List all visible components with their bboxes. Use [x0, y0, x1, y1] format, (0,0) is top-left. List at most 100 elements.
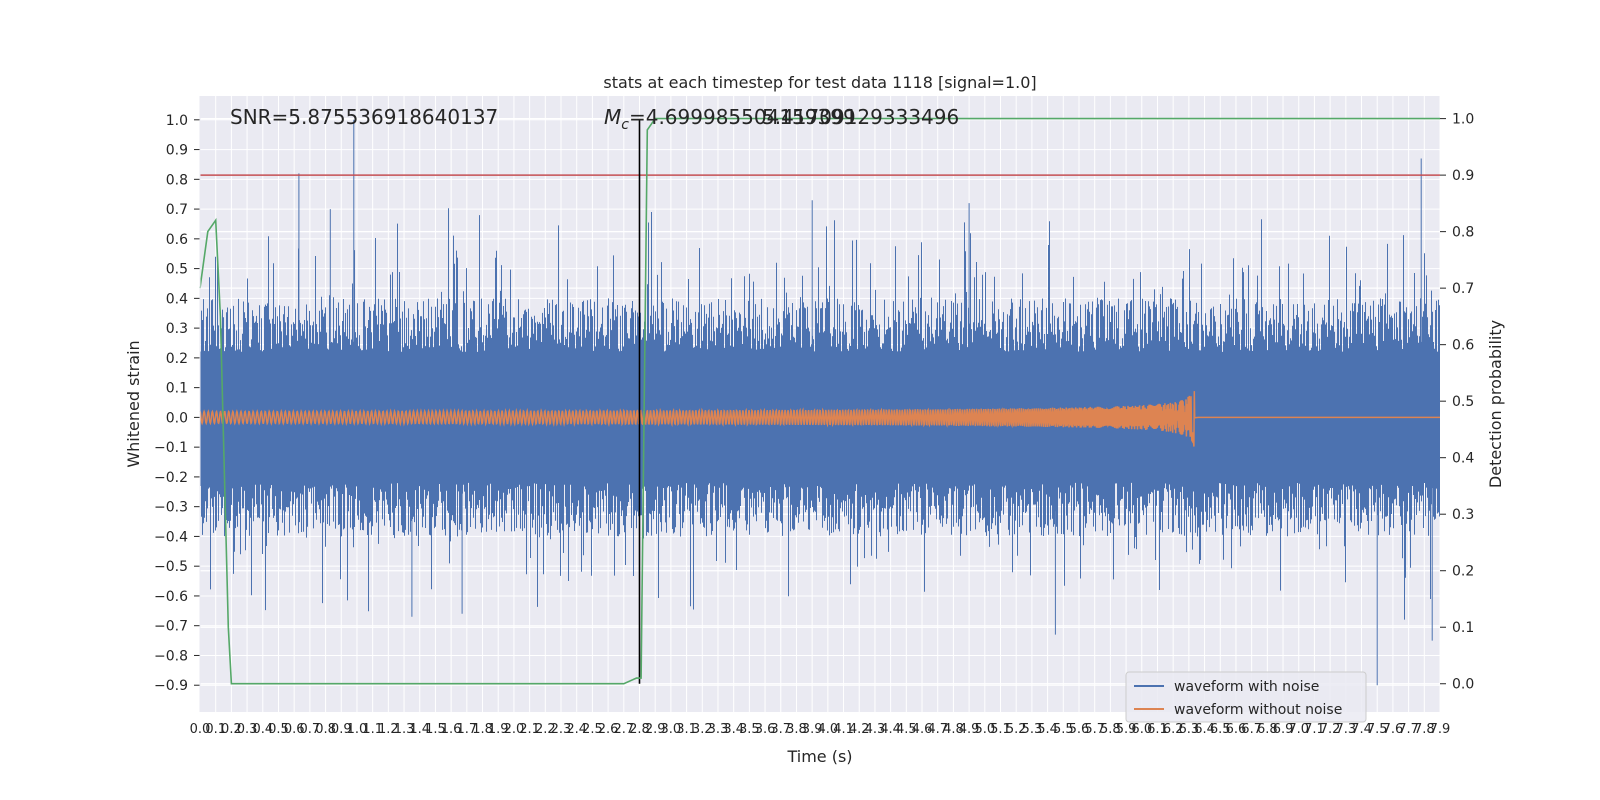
y-tick-label: −0.3 — [154, 500, 188, 516]
x-tick-label: 3.7 — [770, 722, 791, 737]
x-tick-label: 6.3 — [1179, 722, 1200, 737]
x-tick-label: 6.7 — [1241, 722, 1262, 737]
legend: waveform with noise waveform without noi… — [1125, 671, 1367, 723]
x-tick-label: 5.8 — [1100, 722, 1121, 737]
x-tick-label: 7.4 — [1351, 722, 1372, 737]
y-tick-label: −0.9 — [154, 678, 188, 694]
legend-label-clean: waveform without noise — [1174, 702, 1342, 718]
y-tick-label: 0.8 — [166, 172, 188, 188]
x-tick-label: 5.3 — [1022, 722, 1043, 737]
y-tick-label: 0.5 — [166, 262, 188, 278]
x-tick-label: 3.8 — [786, 722, 807, 737]
chirp-mass-value: =4.699985504159399 — [629, 105, 856, 129]
x-tick-label: 1.7 — [456, 722, 477, 737]
x-tick-label: 1.1 — [362, 722, 383, 737]
x-tick-label: 4.6 — [912, 722, 933, 737]
x-tick-label: 4.7 — [927, 722, 948, 737]
x-tick-label: 6.0 — [1131, 722, 1152, 737]
x-tick-label: 0.1 — [205, 722, 226, 737]
x-tick-label: 0.6 — [284, 722, 305, 737]
y-tick-label: 0.3 — [166, 321, 188, 337]
x-tick-label: 4.0 — [818, 722, 839, 737]
y2-tick-label: 0.0 — [1452, 677, 1474, 693]
x-tick-label: 6.8 — [1257, 722, 1278, 737]
x-tick-label: 7.5 — [1367, 722, 1388, 737]
y-tick-label: −0.1 — [154, 440, 188, 456]
x-tick-label: 7.7 — [1398, 722, 1419, 737]
y2-tick-label: 0.3 — [1452, 507, 1474, 523]
y-tick-labels: 1.0 0.9 0.8 0.7 0.6 0.5 0.4 0.3 0.2 0.1 0.0 −0.1 −0.… — [154, 113, 200, 694]
x-tick-label: 1.9 — [488, 722, 509, 737]
x-tick-label: 6.9 — [1273, 722, 1294, 737]
y2-tick-labels: 1.0 0.9 0.8 0.7 0.6 0.5 0.4 0.3 0.2 0.1 0.0 — [1440, 112, 1474, 693]
y-tick-label: −0.6 — [154, 589, 188, 605]
y2-tick-label: 0.2 — [1452, 564, 1474, 580]
x-tick-label: 6.2 — [1163, 722, 1184, 737]
x-tick-label: 3.5 — [739, 722, 760, 737]
y-tick-label: −0.5 — [154, 559, 188, 575]
reference-lines — [200, 119, 1440, 684]
y-tick-label: 0.0 — [166, 410, 188, 426]
x-tick-label: 7.1 — [1304, 722, 1325, 737]
x-tick-label: 3.1 — [676, 722, 697, 737]
chirp-mass-annotation: Mc=4.699985504159399 — [604, 105, 856, 133]
y2-tick-label: 1.0 — [1452, 112, 1474, 128]
x-tick-label: 2.3 — [551, 722, 572, 737]
x-tick-label: 1.6 — [441, 722, 462, 737]
x-tick-label: 5.7 — [1084, 722, 1105, 737]
clean-trace — [199, 391, 1440, 447]
x-tick-label: 3.3 — [708, 722, 729, 737]
x-tick-label: 5.5 — [1053, 722, 1074, 737]
y2-tick-label: 0.4 — [1452, 451, 1474, 467]
x-tick-label: 0.3 — [237, 722, 258, 737]
detection-probability-series — [199, 117, 1440, 685]
y-axis-label: Whitened strain — [124, 340, 143, 467]
y-tick-label: −0.4 — [154, 529, 188, 545]
x-tick-label: 4.2 — [849, 722, 870, 737]
y-tick-label: −0.7 — [154, 619, 188, 635]
x-tick-label: 6.4 — [1194, 722, 1215, 737]
x-tick-label: 7.6 — [1383, 722, 1404, 737]
x-tick-label: 0.5 — [268, 722, 289, 737]
y-tick-label: 0.9 — [166, 143, 188, 159]
chart-title: stats at each timestep for test data 111… — [603, 73, 1036, 92]
x-tick-label: 3.0 — [661, 722, 682, 737]
x-tick-label: 1.2 — [378, 722, 399, 737]
overlap-annotation: 5.41709129333496 — [762, 105, 959, 129]
y-tick-label: 0.6 — [166, 232, 188, 248]
legend-box — [1125, 671, 1367, 723]
x-tick-label: 5.6 — [1069, 722, 1090, 737]
x-tick-label: 6.5 — [1210, 722, 1231, 737]
x-tick-label: 0.8 — [315, 722, 336, 737]
y-tick-label: 0.4 — [166, 291, 188, 307]
y-tick-label: −0.2 — [154, 470, 188, 486]
x-tick-label: 2.9 — [645, 722, 666, 737]
y2-tick-label: 0.1 — [1452, 620, 1474, 636]
x-tick-label: 6.6 — [1226, 722, 1247, 737]
x-tick-label: 2.2 — [535, 722, 556, 737]
x-tick-label: 2.8 — [629, 722, 650, 737]
x-tick-label: 7.0 — [1288, 722, 1309, 737]
x-tick-label: 1.3 — [394, 722, 415, 737]
detection-probability-line — [199, 117, 1440, 685]
chirp-mass-subscript: c — [621, 117, 629, 133]
x-tick-label: 1.8 — [472, 722, 493, 737]
y2-tick-label: 0.6 — [1452, 338, 1474, 354]
y-tick-label: 0.1 — [166, 381, 188, 397]
y-tick-label: 0.2 — [166, 351, 188, 367]
waveform-without-noise — [199, 391, 1440, 447]
x-tick-label: 4.9 — [959, 722, 980, 737]
legend-label-noise: waveform with noise — [1174, 679, 1319, 695]
x-tick-label: 7.9 — [1430, 722, 1451, 737]
y2-tick-label: 0.9 — [1452, 168, 1474, 184]
x-tick-label: 0.0 — [190, 722, 211, 737]
x-tick-label: 5.9 — [1116, 722, 1137, 737]
x-tick-label: 0.9 — [331, 722, 352, 737]
x-tick-label: 6.1 — [1147, 722, 1168, 737]
x-tick-label: 7.2 — [1320, 722, 1341, 737]
x-tick-label: 7.3 — [1335, 722, 1356, 737]
y2-tick-label: 0.7 — [1452, 281, 1474, 297]
x-tick-label: 1.5 — [425, 722, 446, 737]
x-tick-label: 3.4 — [723, 722, 744, 737]
